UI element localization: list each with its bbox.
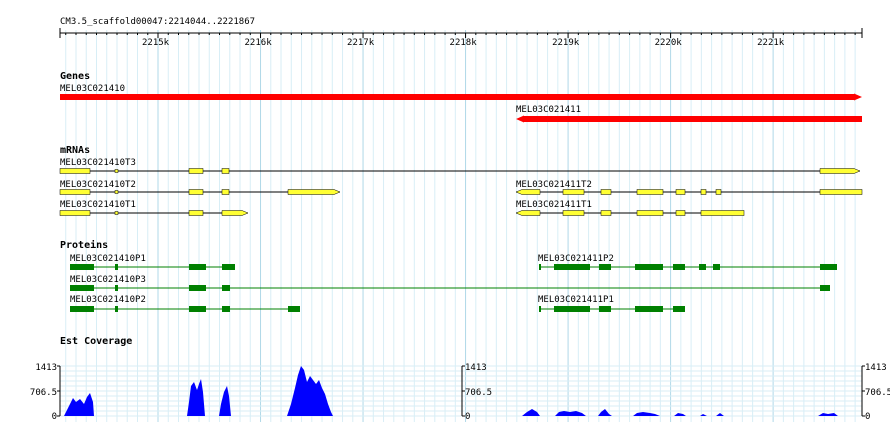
ruler[interactable]: 2215k 2216k 2217k 2218k 2219k 2220k 2221k <box>59 28 863 48</box>
protein-feature-MEL03C021411P2[interactable] <box>539 264 837 270</box>
ruler-tick-label: 2219k <box>552 38 580 48</box>
gene-label: MEL03C021410 <box>60 84 125 94</box>
mrna-label: MEL03C021410T1 <box>60 200 136 210</box>
protein-label: MEL03C021410P2 <box>70 295 146 305</box>
mrna-label: MEL03C021411T2 <box>516 180 592 190</box>
mrna-label: MEL03C021410T2 <box>60 180 136 190</box>
ruler-tick-label: 2220k <box>655 38 683 48</box>
gene-feature-MEL03C021410[interactable] <box>60 93 862 101</box>
coverage-scale-label: 0 <box>465 412 470 422</box>
ruler-tick-label: 2221k <box>757 38 785 48</box>
protein-label: MEL03C021411P1 <box>538 295 614 305</box>
est-coverage-track: 1413 706.5 0 1413 706.5 0 1413 706.5 0 <box>30 363 890 422</box>
protein-feature-MEL03C021411P1[interactable] <box>539 306 685 312</box>
protein-feature-MEL03C021410P3[interactable] <box>70 285 830 291</box>
coverage-scale-label: 1413 <box>35 363 57 373</box>
mrna-feature-MEL03C021410T1[interactable] <box>59 210 249 216</box>
protein-label: MEL03C021410P1 <box>70 254 146 264</box>
mrna-label: MEL03C021411T1 <box>516 200 592 210</box>
gene-feature-MEL03C021411[interactable] <box>516 115 862 123</box>
coverage-scale-label: 1413 <box>465 363 487 373</box>
protein-feature-MEL03C021410P2[interactable] <box>70 306 300 312</box>
ruler-tick-label: 2218k <box>450 38 478 48</box>
protein-feature-MEL03C021410P1[interactable] <box>70 264 235 270</box>
mrna-feature-MEL03C021410T2[interactable] <box>59 189 341 195</box>
proteins-track-title: Proteins <box>60 239 108 251</box>
coverage-scale-label: 1413 <box>865 363 887 373</box>
protein-label: MEL03C021411P2 <box>538 254 614 264</box>
mrna-feature-MEL03C021411T2[interactable] <box>515 189 863 195</box>
mrna-feature-MEL03C021410T3[interactable] <box>59 168 861 174</box>
coverage-scale-label: 0 <box>865 412 870 422</box>
region-label: CM3.5_scaffold00047:2214044..2221867 <box>60 17 255 27</box>
ruler-tick-label: 2216k <box>245 38 273 48</box>
gene-label: MEL03C021411 <box>516 105 581 115</box>
mrnas-track-title: mRNAs <box>60 145 90 156</box>
coverage-scale-label: 0 <box>52 412 57 422</box>
coverage-scale-label: 706.5 <box>30 388 57 398</box>
coverage-scale-label: 706.5 <box>465 388 492 398</box>
ruler-tick-label: 2215k <box>142 38 170 48</box>
coverage-scale-label: 706.5 <box>865 388 890 398</box>
mrna-feature-MEL03C021411T1[interactable] <box>515 210 745 216</box>
genes-track-title: Genes <box>60 71 90 82</box>
est-coverage-track-title: Est Coverage <box>60 336 132 347</box>
genes-track: MEL03C021410 MEL03C021411 <box>60 84 862 123</box>
mrnas-track: MEL03C021410T3 MEL03C021410T2 MEL03C0214… <box>59 158 863 216</box>
proteins-track: MEL03C021410P1 MEL03C021411P2 MEL03C0214… <box>70 254 837 312</box>
protein-label: MEL03C021410P3 <box>70 275 146 285</box>
ruler-tick-label: 2217k <box>347 38 375 48</box>
mrna-label: MEL03C021410T3 <box>60 158 136 168</box>
